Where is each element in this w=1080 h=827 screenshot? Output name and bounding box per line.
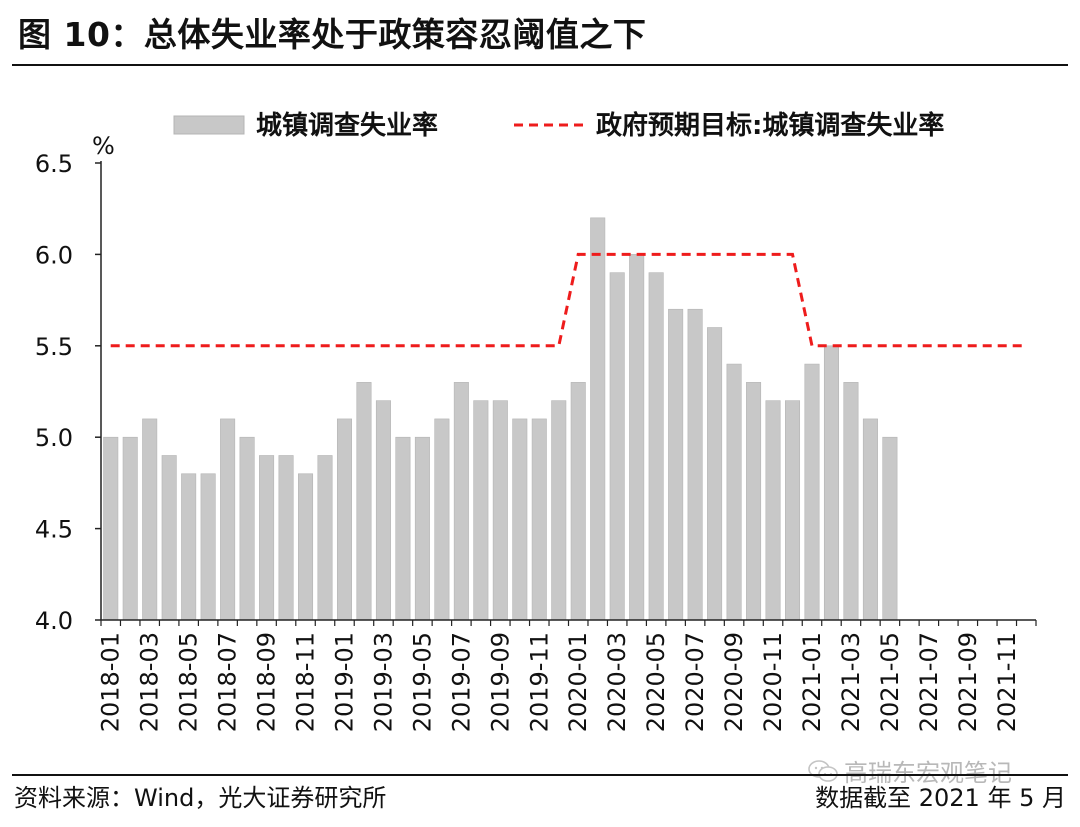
x-tick-label: 2021-11 — [993, 632, 1021, 732]
bar — [668, 308, 684, 621]
bar — [375, 400, 391, 621]
bar — [220, 418, 236, 621]
bar — [142, 418, 158, 621]
y-tick-label: 4.5 — [35, 516, 73, 544]
bar — [570, 382, 586, 621]
bar — [512, 418, 528, 621]
y-tick-label: 5.5 — [35, 333, 73, 361]
x-axis: 2018-01 2018-03 2018-05 2018-07 2018-09 2018-… — [97, 619, 1037, 732]
bar — [336, 418, 352, 621]
bar — [122, 436, 138, 621]
bar — [648, 272, 664, 621]
bar — [823, 345, 839, 621]
bar — [259, 455, 275, 621]
x-tick-label: 2020-03 — [603, 632, 631, 732]
x-tick-label: 2018-11 — [292, 632, 320, 732]
x-tick-label: 2019-01 — [330, 632, 358, 732]
x-tick-label: 2021-05 — [876, 632, 904, 732]
y-tick-label: 6.0 — [35, 241, 73, 269]
x-tick-label: 2020-09 — [720, 632, 748, 732]
bar — [629, 254, 645, 621]
bar — [882, 436, 898, 621]
bar — [746, 382, 762, 621]
bar — [395, 436, 411, 621]
x-tick-label: 2019-07 — [447, 632, 475, 732]
x-tick-label: 2018-07 — [214, 632, 242, 732]
bar — [200, 473, 216, 621]
y-tick-label: 4.0 — [35, 607, 73, 635]
bar — [278, 455, 294, 621]
bar — [492, 400, 508, 621]
bar — [862, 418, 878, 621]
x-tick-label: 2019-05 — [408, 632, 436, 732]
bar — [804, 363, 820, 621]
unemployment-chart: 城镇调查失业率 政府预期目标:城镇调查失业率 % 4.0 4.5 5.0 5.5 6.0… — [35, 110, 1037, 732]
watermark: 高瑞东宏观笔记 — [808, 753, 1012, 788]
footer-divider — [12, 774, 1068, 776]
x-tick-label: 2021-01 — [798, 632, 826, 732]
source-note: 资料来源：Wind，光大证券研究所 — [14, 784, 387, 812]
y-tick-label: 5.0 — [35, 424, 73, 452]
bar — [434, 418, 450, 621]
x-tick-label: 2018-03 — [136, 632, 164, 732]
bar — [551, 400, 567, 621]
x-tick-label: 2019-03 — [369, 632, 397, 732]
legend-swatch-bar — [173, 115, 245, 135]
bar — [356, 382, 372, 621]
y-unit-label: % — [92, 132, 115, 160]
x-tick-label: 2021-03 — [837, 632, 865, 732]
x-tick-label: 2018-01 — [97, 632, 125, 732]
bar — [317, 455, 333, 621]
x-tick-label: 2020-01 — [564, 632, 592, 732]
x-tick-label: 2021-09 — [954, 632, 982, 732]
bar-series — [103, 217, 898, 621]
bar — [726, 363, 742, 621]
x-tick-label: 2021-07 — [915, 632, 943, 732]
y-axis: 4.0 4.5 5.0 5.5 6.0 6.5 — [35, 150, 102, 635]
x-tick-label: 2020-11 — [759, 632, 787, 732]
bar — [414, 436, 430, 621]
bar — [687, 308, 703, 621]
y-tick-label: 6.5 — [35, 150, 73, 178]
x-tick-label: 2020-07 — [681, 632, 709, 732]
legend-label-bar: 城镇调查失业率 — [256, 110, 438, 141]
bar — [103, 436, 119, 621]
bar — [843, 382, 859, 621]
x-tick-label: 2019-09 — [486, 632, 514, 732]
bar — [785, 400, 801, 621]
bar — [590, 217, 606, 621]
bar — [707, 327, 723, 621]
bar — [531, 418, 547, 621]
bar — [298, 473, 314, 621]
wechat-icon — [808, 759, 838, 782]
chart-title: 图 10：总体失业率处于政策容忍阈值之下 — [18, 15, 647, 54]
bar — [239, 436, 255, 621]
x-tick-label: 2020-05 — [642, 632, 670, 732]
date-note: 数据截至 2021 年 5 月 — [815, 784, 1066, 812]
bar — [765, 400, 781, 621]
watermark-text: 高瑞东宏观笔记 — [844, 759, 1012, 787]
x-tick-label: 2019-11 — [525, 632, 553, 732]
x-tick-label: 2018-05 — [175, 632, 203, 732]
title-divider — [12, 64, 1068, 66]
target-line — [110, 252, 1027, 348]
bar — [609, 272, 625, 621]
bar — [161, 455, 177, 621]
target-line-series — [110, 252, 1027, 348]
chart-legend: 城镇调查失业率 政府预期目标:城镇调查失业率 — [173, 110, 944, 141]
bar — [181, 473, 197, 621]
legend-label-target: 政府预期目标:城镇调查失业率 — [596, 110, 944, 141]
bar — [473, 400, 489, 621]
x-tick-label: 2018-09 — [253, 632, 281, 732]
bar — [453, 382, 469, 621]
